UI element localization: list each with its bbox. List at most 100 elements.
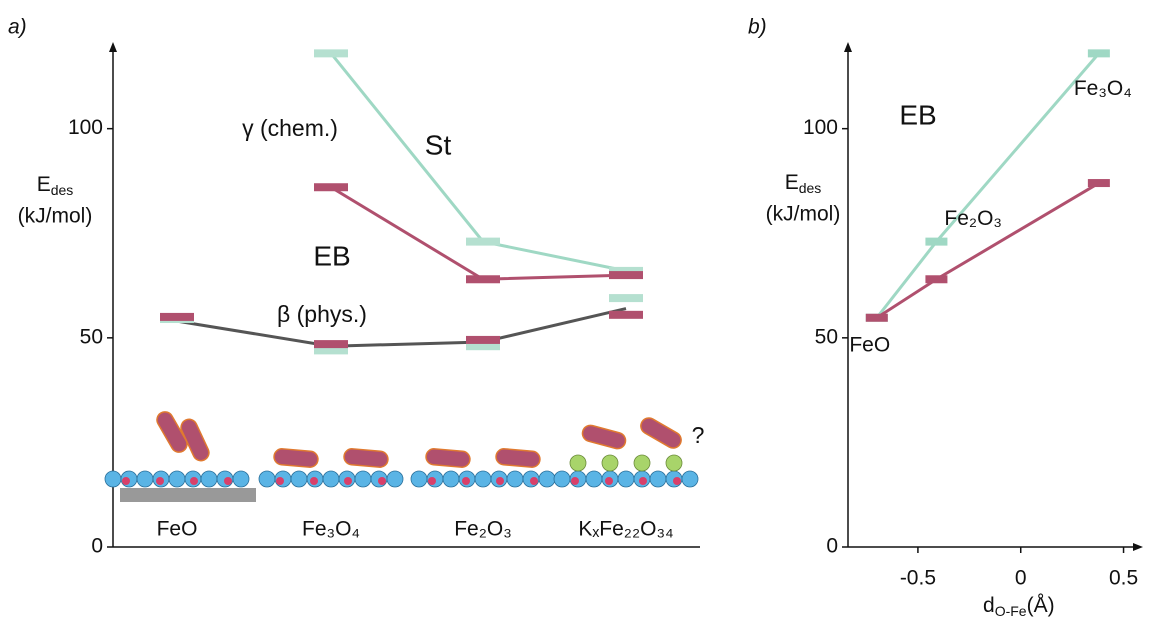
y-axis-unit: (kJ/mol) [766, 203, 841, 226]
category-label: KₓFe₂₂O₃₄ [578, 518, 673, 541]
category-label: Fe₂O₃ [454, 518, 512, 541]
data-marker [1088, 49, 1110, 57]
molecule [425, 448, 470, 468]
surface-atom [137, 471, 153, 487]
surface-dot [605, 477, 613, 485]
figure: a) b) 050100Edes(kJ/mol)FeOFe₃O₄Fe₂O₃KₓF… [0, 0, 1151, 622]
x-axis-label: dO-Fe(Å) [983, 594, 1055, 619]
y-label-sub: des [799, 180, 822, 196]
surface-atom [387, 471, 403, 487]
y-axis-label: Edes [785, 171, 822, 196]
x-label-main: d [983, 594, 995, 617]
surface-dot [496, 477, 504, 485]
y-axis-label: Edes [37, 173, 74, 198]
molecule [581, 424, 628, 451]
surface-dot [224, 477, 232, 485]
data-marker [866, 314, 888, 322]
annotation: EB [313, 240, 350, 271]
x-label-unit: (Å) [1027, 594, 1055, 617]
y-tick-label: 0 [826, 535, 838, 558]
surface-atom [650, 471, 666, 487]
x-label-sub: O-Fe [995, 603, 1027, 619]
surface-dot [344, 477, 352, 485]
data-marker [160, 313, 194, 321]
potassium-atom [570, 455, 586, 471]
surface-dot [639, 477, 647, 485]
point-label: Fe₃O₄ [1074, 77, 1132, 100]
surface-atom [443, 471, 459, 487]
surface-dot [276, 477, 284, 485]
data-marker [925, 275, 947, 283]
potassium-atom [634, 455, 650, 471]
annotation: EB [899, 99, 936, 130]
substrate [120, 488, 256, 502]
data-marker [925, 238, 947, 246]
surface-atom [233, 471, 249, 487]
y-tick-label: 50 [80, 325, 103, 348]
surface-dot [378, 477, 386, 485]
annotation: γ (chem.) [242, 115, 338, 141]
x-tick-label: 0 [1015, 567, 1027, 590]
data-marker [314, 183, 348, 191]
surface-atom [507, 471, 523, 487]
series-line [177, 309, 626, 347]
data-marker [1088, 179, 1110, 187]
surface-atom [169, 471, 185, 487]
y-tick-label: 100 [68, 116, 103, 139]
molecule [495, 448, 540, 468]
y-tick-label: 50 [815, 325, 838, 348]
molecule [638, 415, 684, 451]
data-marker [314, 49, 348, 57]
molecule [273, 448, 318, 468]
axis-arrow [844, 42, 852, 52]
surface-dot [673, 477, 681, 485]
surface-dot [530, 477, 538, 485]
potassium-atom [666, 455, 682, 471]
category-label: Fe₃O₄ [302, 518, 360, 541]
molecule [343, 448, 388, 468]
point-label: Fe₂O₃ [944, 207, 1002, 230]
surface-dot [571, 477, 579, 485]
y-tick-label: 100 [803, 116, 838, 139]
annotation: St [425, 129, 452, 160]
data-marker [466, 275, 500, 283]
data-marker [466, 238, 500, 246]
series-line [877, 53, 1099, 317]
x-tick-label: -0.5 [900, 567, 936, 590]
annotation: β (phys.) [277, 301, 367, 327]
surface-atom [323, 471, 339, 487]
data-marker [314, 340, 348, 348]
surface-dot [462, 477, 470, 485]
surface-atom [682, 471, 698, 487]
surface-dot [122, 477, 130, 485]
surface-atom [618, 471, 634, 487]
series-line [877, 183, 1099, 318]
surface-atom [411, 471, 427, 487]
panel-label: a) [8, 16, 27, 39]
surface-atom [475, 471, 491, 487]
surface-atom [355, 471, 371, 487]
data-marker [609, 294, 643, 302]
surface-atom [586, 471, 602, 487]
data-marker [609, 271, 643, 279]
surface-dot [190, 477, 198, 485]
surface-dot [310, 477, 318, 485]
panel-label: b) [748, 16, 767, 39]
surface-atom [105, 471, 121, 487]
y-label-main: E [785, 171, 799, 194]
axis-arrow [109, 42, 117, 52]
potassium-atom [602, 455, 618, 471]
series-line [331, 187, 626, 279]
axis-arrow [1133, 543, 1143, 551]
data-marker [609, 311, 643, 319]
surface-atom [201, 471, 217, 487]
x-tick-label: 0.5 [1109, 567, 1138, 590]
surface-atom [554, 471, 570, 487]
data-marker [466, 336, 500, 344]
surface-atom [539, 471, 555, 487]
surface-atom [291, 471, 307, 487]
surface-dot [428, 477, 436, 485]
y-label-main: E [37, 173, 51, 196]
surface-dot [156, 477, 164, 485]
surface-atom [259, 471, 275, 487]
